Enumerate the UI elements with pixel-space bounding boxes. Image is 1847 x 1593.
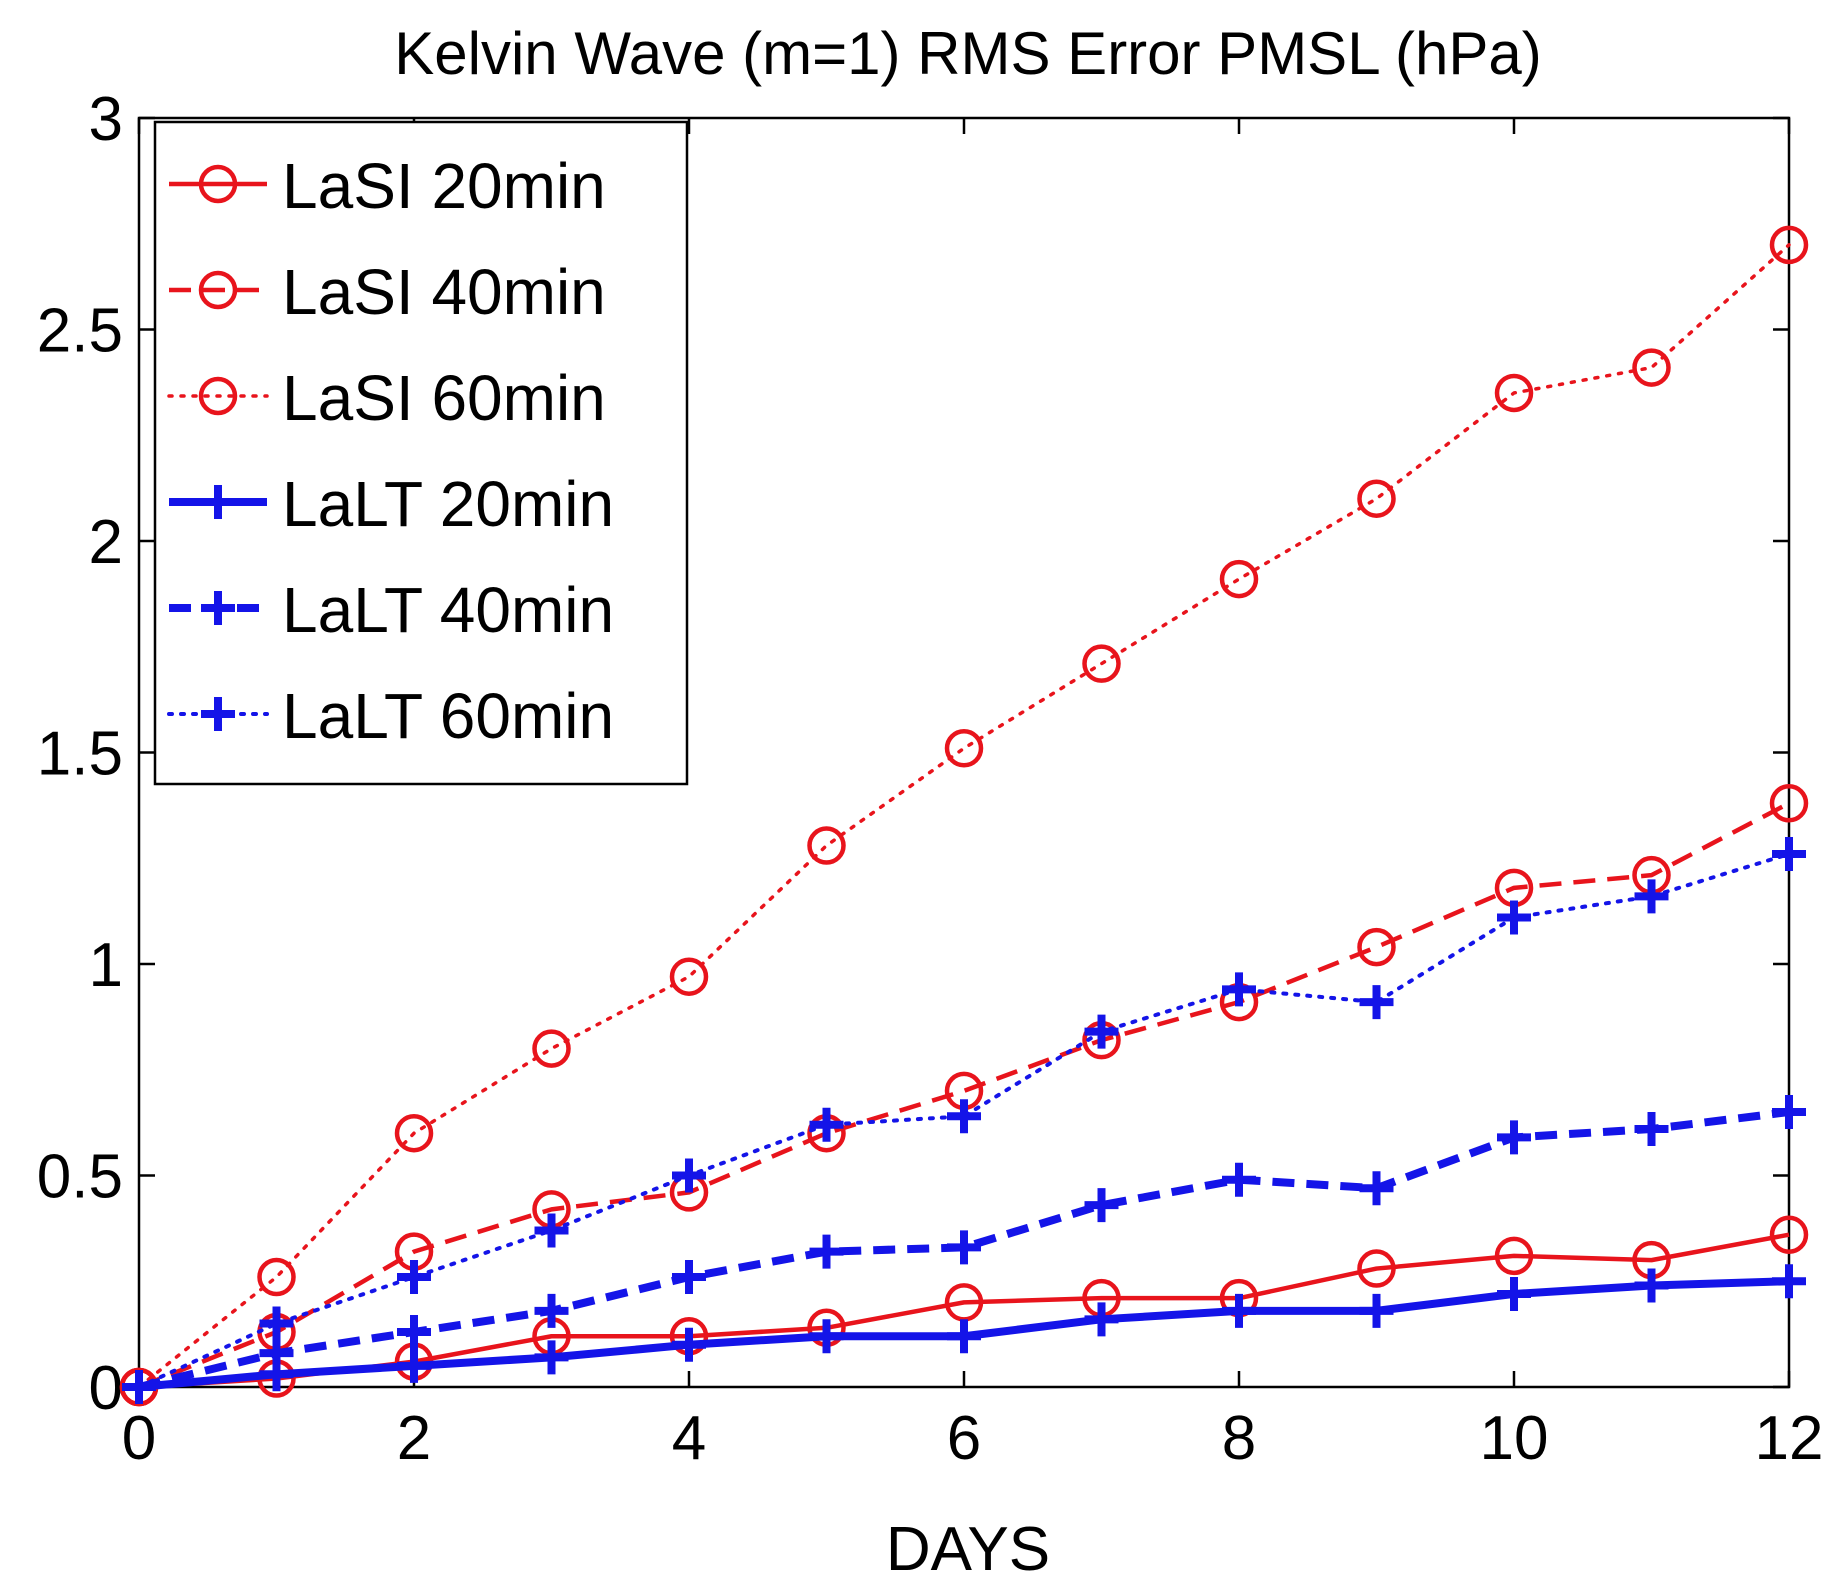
y-tick-label: 2.5 [37, 297, 123, 366]
data-point [1357, 479, 1396, 518]
data-point [259, 1306, 294, 1341]
data-point [1084, 1302, 1119, 1337]
data-point [1494, 1236, 1534, 1276]
data-point [1769, 1215, 1809, 1254]
data-point [1357, 1249, 1396, 1288]
data-point [1222, 1293, 1256, 1328]
series-lasi-40min [119, 784, 1809, 1407]
data-point [1219, 559, 1259, 599]
legend-item: LaSI 40min [169, 256, 606, 328]
y-tick-label: 1.5 [37, 720, 123, 789]
data-point [534, 1340, 569, 1375]
data-point [1494, 373, 1534, 413]
data-point [1222, 1162, 1256, 1197]
data-point [397, 1315, 431, 1350]
legend-label: LaLT 40min [282, 574, 614, 646]
axes: 0 2 4 6 8 10 12 0 0.5 1 1.5 2 2.5 3 [37, 85, 1824, 1473]
data-point [947, 1319, 981, 1354]
legend-label: LaSI 40min [282, 256, 606, 328]
x-tick-label: 6 [947, 1404, 981, 1473]
data-point [397, 1348, 431, 1383]
series-lalt-20min [122, 1264, 1806, 1404]
x-axis-label: DAYS [886, 1515, 1050, 1584]
data-point [257, 1257, 296, 1297]
data-point [1359, 1171, 1394, 1206]
y-tick-label: 2 [89, 508, 123, 577]
legend-marker-sample [201, 591, 235, 625]
y-tick-label: 0.5 [37, 1143, 123, 1212]
legend-item: LaLT 60min [167, 680, 614, 752]
data-point [1772, 837, 1806, 872]
chart-title: Kelvin Wave (m=1) RMS Error PMSL (hPa) [394, 20, 1541, 87]
data-point [1497, 900, 1531, 935]
data-point [397, 1260, 431, 1295]
data-point [672, 1327, 706, 1362]
data-point [672, 1158, 706, 1193]
data-point [672, 1260, 706, 1295]
data-point [1082, 644, 1121, 683]
data-point [947, 1099, 981, 1134]
data-point [534, 1213, 569, 1248]
legend-marker-sample [201, 697, 235, 731]
legend-box [153, 120, 689, 786]
x-tick-label: 0 [122, 1404, 156, 1473]
legend-label: LaLT 60min [282, 680, 614, 752]
data-point [534, 1293, 569, 1328]
data-point [669, 957, 709, 996]
y-tick-label: 0 [89, 1354, 123, 1423]
data-point [1497, 1276, 1531, 1311]
data-point [1769, 784, 1809, 823]
x-tick-label: 10 [1480, 1404, 1549, 1473]
data-point [1222, 972, 1256, 1007]
data-point [1632, 348, 1671, 387]
data-point [532, 1029, 571, 1068]
data-point [1497, 1120, 1531, 1155]
legend-item: LaLT 40min [169, 574, 614, 646]
data-point [1357, 927, 1396, 967]
data-point [1084, 1188, 1119, 1223]
data-point [259, 1336, 294, 1371]
legend-marker-sample [198, 376, 238, 416]
x-tick-label: 2 [397, 1404, 431, 1473]
data-point [1359, 1293, 1394, 1328]
data-point [1772, 1095, 1806, 1130]
x-tick-label: 12 [1755, 1404, 1824, 1473]
y-tick-label: 3 [89, 85, 123, 154]
data-point [1634, 879, 1669, 914]
y-tick-label: 1 [89, 931, 123, 1000]
data-point [1084, 1014, 1119, 1049]
legend-marker-sample [198, 164, 238, 204]
series-line [138, 801, 1791, 1390]
data-point [122, 1370, 156, 1404]
legend-label: LaLT 20min [282, 468, 614, 540]
series-lalt-40min [122, 1095, 1806, 1404]
data-point [947, 1230, 981, 1265]
data-point [1359, 985, 1394, 1020]
legend-marker-sample [201, 485, 235, 519]
data-point [394, 1113, 434, 1153]
data-point [1634, 1268, 1669, 1303]
legend-item: LaSI 20min [169, 150, 606, 222]
data-point [1634, 1111, 1669, 1146]
data-point [1772, 1264, 1806, 1299]
data-point [809, 1107, 844, 1142]
series-layer [119, 225, 1809, 1407]
data-point [944, 729, 984, 768]
legend-label: LaSI 20min [282, 150, 606, 222]
data-point [1769, 225, 1809, 265]
x-tick-label: 8 [1222, 1404, 1256, 1473]
legend-item: LaLT 20min [169, 468, 614, 540]
legend-label: LaSI 60min [282, 362, 606, 434]
series-lalt-60min [122, 837, 1806, 1404]
legend-item: LaSI 60min [167, 362, 606, 434]
data-point [807, 826, 846, 865]
data-point [809, 1319, 844, 1354]
data-point [809, 1234, 844, 1269]
series-line [137, 243, 1791, 1389]
x-tick-label: 4 [672, 1404, 706, 1473]
legend-marker-sample [198, 270, 238, 310]
legend: LaSI 20min LaSI 40min LaSI 60min LaLT 20min… [153, 120, 689, 786]
